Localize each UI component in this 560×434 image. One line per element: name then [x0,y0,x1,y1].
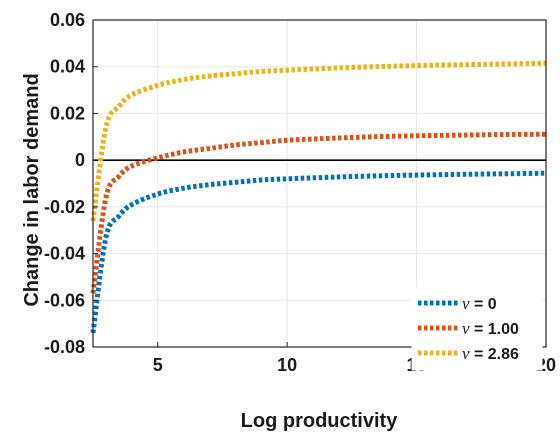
y-axis-title: Change in labor demand [21,73,43,306]
y-tick-label: 0 [75,150,85,170]
plot-frame [92,19,547,348]
series-line-1 [90,131,547,294]
y-tick-label: -0.02 [44,197,85,217]
legend-label: ν = 1.00 [462,319,519,338]
legend-label: ν = 2.86 [462,344,519,363]
legend: ν = 0 ν = 1.00 ν = 2.86 [411,287,543,371]
y-tick-label: -0.06 [44,290,85,310]
y-tick-label: 0.06 [50,10,85,30]
series-lines [90,60,547,334]
x-tick-label: 10 [277,355,297,375]
x-tick-label: 5 [153,355,163,375]
y-tick-label: -0.04 [44,244,85,264]
series-line-2 [90,60,547,222]
x-axis-title: Log productivity [241,410,399,432]
legend-box [411,287,543,371]
legend-label: ν = 0 [462,294,497,313]
series-line-0 [90,170,547,334]
y-tick-label: 0.02 [50,103,85,123]
y-tick-labels: -0.08 -0.06 -0.04 -0.02 0 0.02 0.04 0.06 [44,10,85,357]
y-tick-label: 0.04 [50,57,85,77]
y-tick-label: -0.08 [44,337,85,357]
